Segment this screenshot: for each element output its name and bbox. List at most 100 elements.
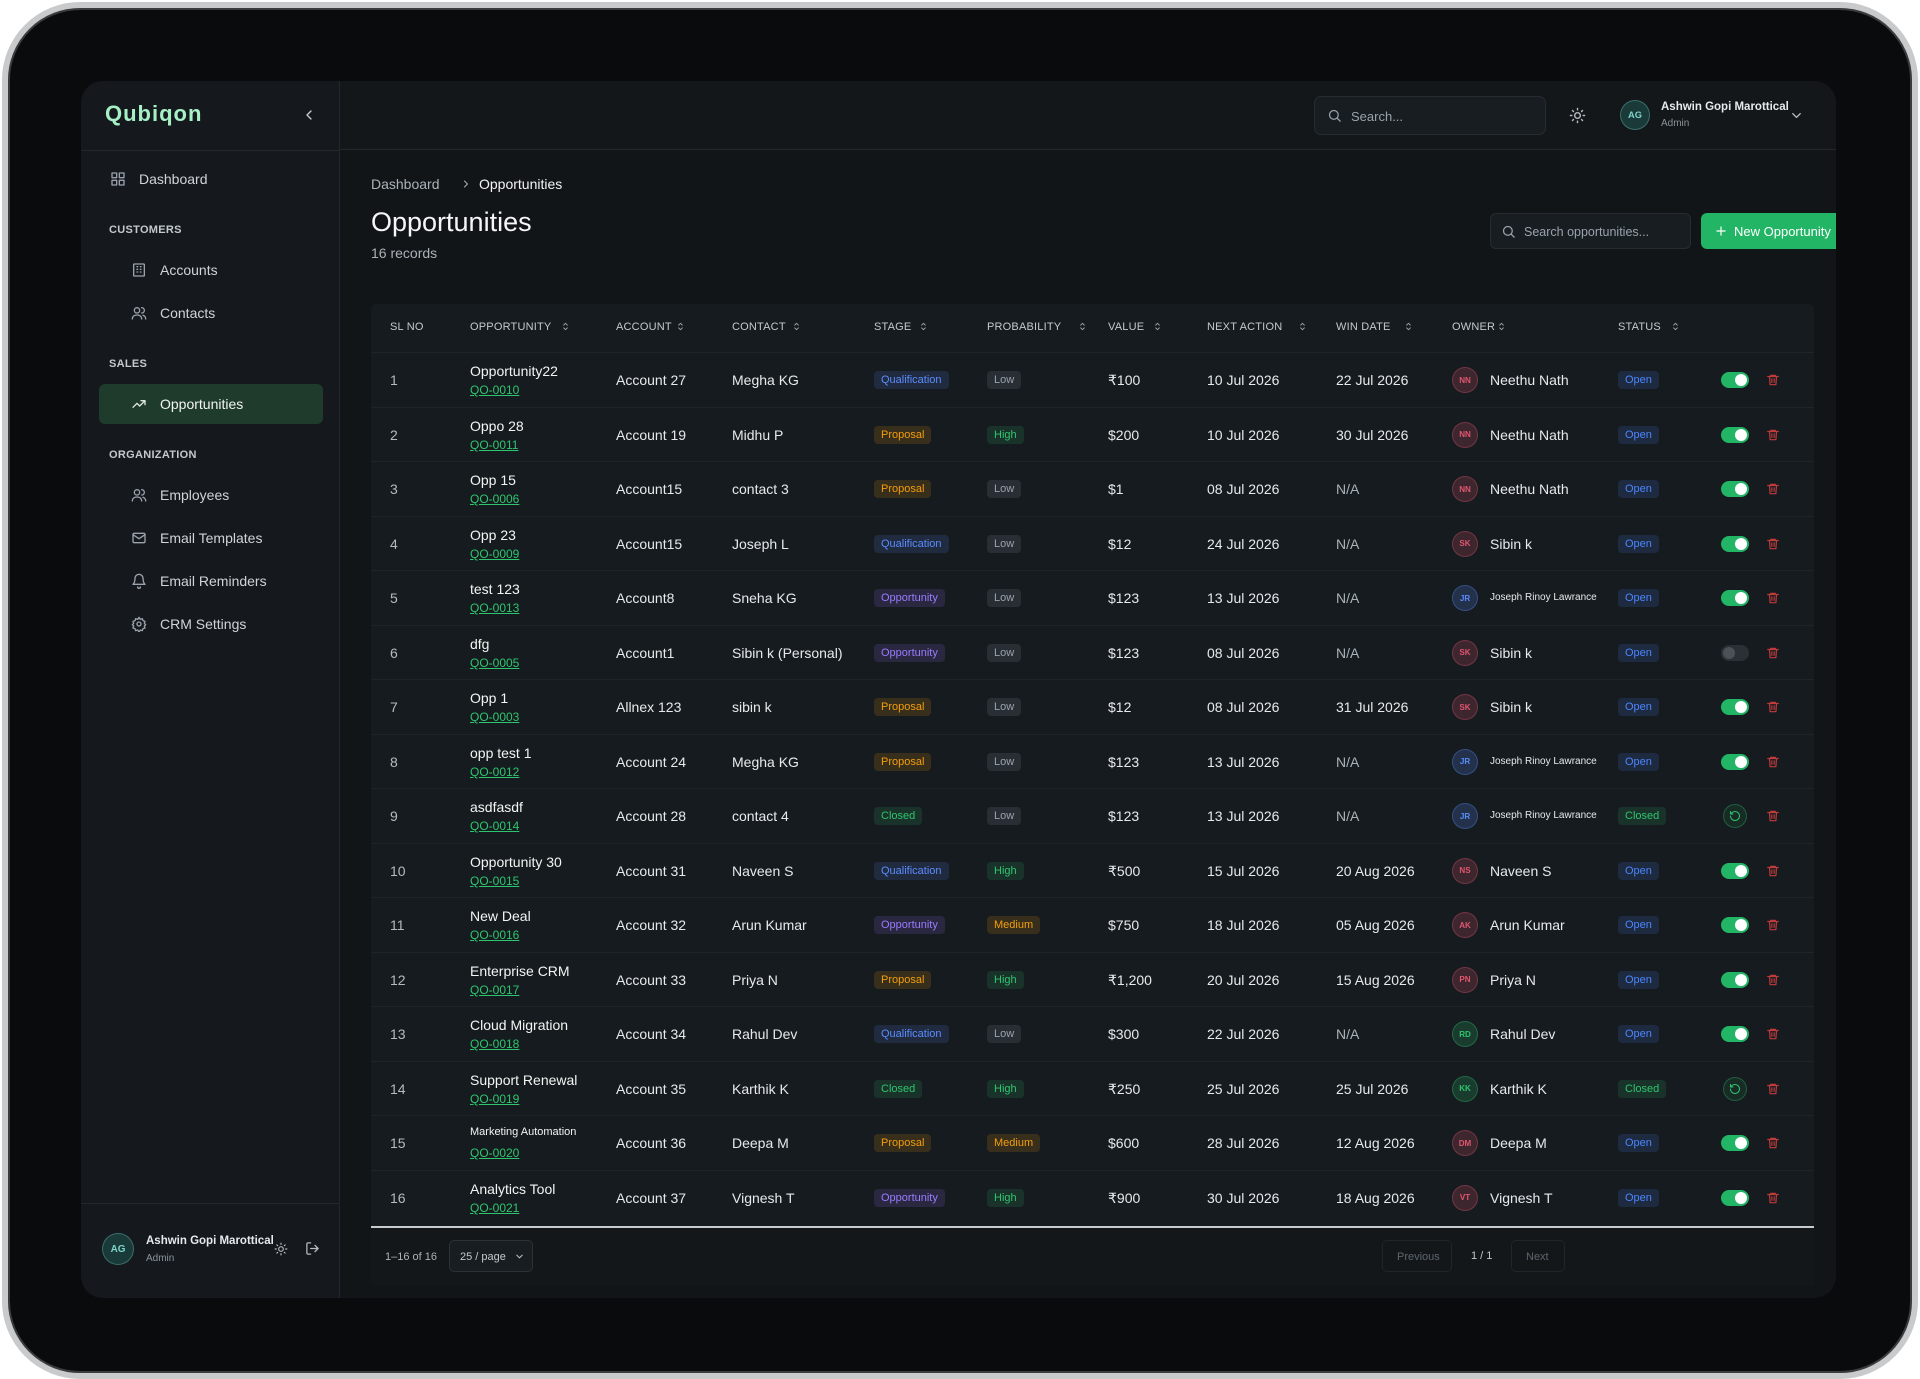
sort-icon[interactable] — [675, 321, 686, 332]
status-toggle[interactable] — [1721, 481, 1749, 498]
status-toggle[interactable] — [1721, 1135, 1749, 1152]
opportunity-name[interactable]: Marketing Automation — [470, 1126, 577, 1139]
sort-icon[interactable] — [560, 321, 571, 332]
nav-item[interactable]: Email Reminders — [160, 573, 267, 589]
opportunity-code[interactable]: QO-0005 — [470, 655, 520, 670]
theme-toggle[interactable] — [274, 1242, 288, 1256]
delete-button[interactable] — [1766, 755, 1780, 769]
opportunity-name[interactable]: Opp 15 — [470, 472, 516, 489]
delete-button[interactable] — [1766, 646, 1780, 660]
sort-icon[interactable] — [1297, 321, 1308, 332]
opportunity-code[interactable]: QO-0015 — [470, 873, 520, 888]
opportunity-name[interactable]: dfg — [470, 635, 490, 652]
opportunity-name[interactable]: opp test 1 — [470, 744, 532, 761]
status-toggle[interactable] — [1721, 917, 1749, 934]
opportunity-code[interactable]: QO-0018 — [470, 1037, 520, 1052]
opportunity-code[interactable]: QO-0021 — [470, 1200, 520, 1215]
delete-button[interactable] — [1766, 1027, 1780, 1041]
delete-button[interactable] — [1766, 537, 1780, 551]
opportunity-search[interactable]: Search opportunities... — [1490, 213, 1691, 249]
status-toggle[interactable] — [1721, 1189, 1749, 1206]
status-toggle[interactable] — [1721, 753, 1749, 770]
delete-button[interactable] — [1766, 700, 1780, 714]
status-toggle[interactable] — [1721, 971, 1749, 988]
delete-button[interactable] — [1766, 482, 1780, 496]
opportunity-code[interactable]: QO-0009 — [470, 546, 520, 561]
opportunity-name[interactable]: Opp 1 — [470, 690, 509, 707]
opportunity-name[interactable]: Analytics Tool — [470, 1180, 556, 1197]
next-button[interactable]: Next — [1511, 1240, 1565, 1272]
restore-button[interactable] — [1723, 804, 1747, 829]
opportunity-name[interactable]: Cloud Migration — [470, 1017, 569, 1034]
column-header[interactable]: VALUE — [1108, 321, 1145, 333]
opportunity-name[interactable]: Support Renewal — [470, 1071, 578, 1088]
status-toggle[interactable] — [1721, 1026, 1749, 1043]
nav-item[interactable]: Contacts — [160, 305, 216, 321]
delete-button[interactable] — [1766, 809, 1780, 823]
status-toggle[interactable] — [1721, 372, 1749, 389]
sort-icon[interactable] — [1670, 321, 1681, 332]
sort-icon[interactable] — [918, 321, 929, 332]
delete-button[interactable] — [1766, 864, 1780, 878]
nav-item[interactable]: Accounts — [160, 262, 218, 278]
column-header[interactable]: OPPORTUNITY — [470, 321, 552, 333]
status-toggle[interactable] — [1721, 426, 1749, 443]
status-toggle[interactable] — [1721, 590, 1749, 607]
global-search[interactable]: Search... — [1314, 96, 1546, 135]
column-header[interactable]: ACCOUNT — [616, 321, 672, 333]
nav-item[interactable]: Email Templates — [160, 530, 263, 546]
opportunity-name[interactable]: Opp 23 — [470, 526, 516, 543]
opportunity-name[interactable]: Oppo 28 — [470, 417, 524, 434]
sort-icon[interactable] — [791, 321, 802, 332]
page-size-select[interactable]: 25 / page — [449, 1240, 533, 1272]
user-menu-chevron[interactable] — [1789, 108, 1804, 123]
status-toggle[interactable] — [1721, 644, 1749, 661]
column-header[interactable]: STATUS — [1618, 321, 1661, 333]
opportunity-name[interactable]: asdfasdf — [470, 799, 523, 816]
theme-toggle[interactable] — [1569, 107, 1586, 124]
logout-button[interactable] — [305, 1241, 320, 1256]
status-toggle[interactable] — [1721, 862, 1749, 879]
nav-item[interactable]: Opportunities — [160, 396, 244, 412]
sort-icon[interactable] — [1496, 321, 1507, 332]
previous-button[interactable]: Previous — [1382, 1240, 1452, 1272]
status-toggle[interactable] — [1721, 699, 1749, 716]
opportunity-code[interactable]: QO-0012 — [470, 764, 520, 779]
opportunity-code[interactable]: QO-0006 — [470, 492, 520, 507]
delete-button[interactable] — [1766, 918, 1780, 932]
delete-button[interactable] — [1766, 428, 1780, 442]
opportunity-name[interactable]: Enterprise CRM — [470, 962, 570, 979]
delete-button[interactable] — [1766, 1082, 1780, 1096]
opportunity-code[interactable]: QO-0010 — [470, 383, 520, 398]
opportunity-code[interactable]: QO-0013 — [470, 601, 520, 616]
nav-item[interactable]: Employees — [160, 487, 230, 503]
column-header[interactable]: OWNER — [1452, 321, 1496, 333]
opportunity-code[interactable]: QO-0014 — [470, 819, 520, 834]
sort-icon[interactable] — [1152, 321, 1163, 332]
opportunity-code[interactable]: QO-0019 — [470, 1091, 520, 1106]
new-opportunity-button[interactable]: New Opportunity — [1701, 213, 1836, 249]
column-header[interactable]: CONTACT — [732, 321, 786, 333]
status-toggle[interactable] — [1721, 535, 1749, 552]
opportunity-code[interactable]: QO-0011 — [470, 437, 519, 452]
sort-icon[interactable] — [1403, 321, 1414, 332]
column-header[interactable]: NEXT ACTION — [1207, 321, 1283, 333]
opportunity-name[interactable]: test 123 — [470, 581, 520, 598]
opportunity-code[interactable]: QO-0016 — [470, 928, 520, 943]
delete-button[interactable] — [1766, 373, 1780, 387]
nav-item[interactable]: CRM Settings — [160, 616, 247, 632]
opportunity-name[interactable]: New Deal — [470, 908, 531, 925]
opportunity-code[interactable]: QO-0020 — [470, 1146, 520, 1161]
column-header[interactable]: WIN DATE — [1336, 321, 1391, 333]
opportunity-name[interactable]: Opportunity22 — [470, 363, 558, 380]
breadcrumb-item[interactable]: Dashboard — [371, 176, 440, 192]
collapse-button[interactable] — [301, 107, 317, 123]
delete-button[interactable] — [1766, 591, 1780, 605]
nav-item[interactable]: Dashboard — [139, 171, 208, 187]
delete-button[interactable] — [1766, 1191, 1780, 1205]
column-header[interactable]: PROBABILITY — [987, 321, 1062, 333]
restore-button[interactable] — [1723, 1076, 1747, 1101]
delete-button[interactable] — [1766, 973, 1780, 987]
sort-icon[interactable] — [1077, 321, 1088, 332]
opportunity-code[interactable]: QO-0017 — [470, 982, 520, 997]
